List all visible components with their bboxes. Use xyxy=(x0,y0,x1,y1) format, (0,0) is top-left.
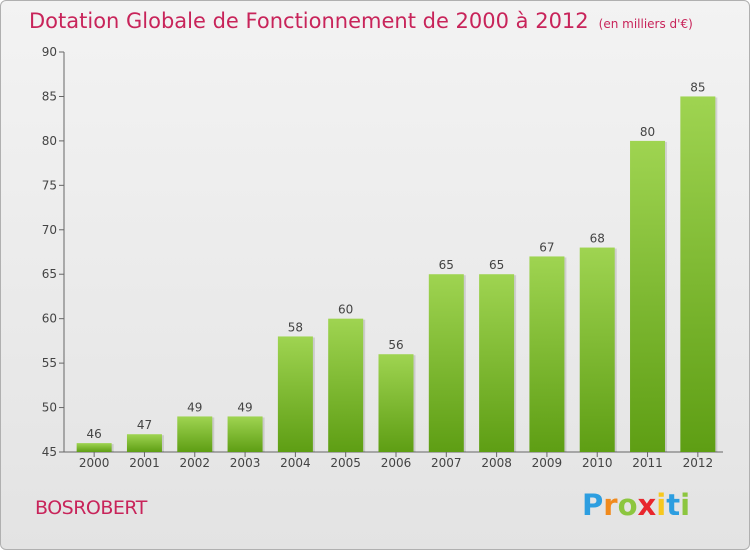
bar xyxy=(227,416,263,452)
bar-value-label: 58 xyxy=(288,320,303,334)
x-tick-label: 2009 xyxy=(532,456,563,470)
y-tick-label: 65 xyxy=(42,267,57,281)
logo-letter: P xyxy=(582,488,604,522)
x-tick-label: 2006 xyxy=(381,456,412,470)
bar-value-label: 85 xyxy=(690,80,705,94)
bar-value-label: 49 xyxy=(237,400,252,414)
chart-title-text: Dotation Globale de Fonctionnement de 20… xyxy=(29,9,589,33)
x-axis: 2000 2001 2002 2003 2004 2005 2006 2007 2008 2009… xyxy=(64,451,723,470)
bar-value-label: 56 xyxy=(388,338,403,352)
y-axis: 45 50 55 60 65 70 75 80 85 90 xyxy=(42,45,65,459)
bars: 46 47 49 49 58 60 56 65 65 67 68 80 85 xyxy=(76,80,718,452)
bar xyxy=(277,336,313,452)
x-tick-label: 2007 xyxy=(431,456,462,470)
logo-letter: o xyxy=(617,488,638,522)
bar xyxy=(479,274,515,452)
bar xyxy=(428,274,464,452)
x-tick-label: 2010 xyxy=(582,456,613,470)
y-tick-label: 50 xyxy=(42,401,57,415)
bar-value-label: 68 xyxy=(590,232,605,246)
y-tick-label: 80 xyxy=(42,134,57,148)
chart-title: Dotation Globale de Fonctionnement de 20… xyxy=(29,9,693,33)
bar xyxy=(579,247,615,452)
x-tick-label: 2001 xyxy=(129,456,160,470)
bar-value-label: 49 xyxy=(187,400,202,414)
bar xyxy=(177,416,213,452)
y-tick-label: 55 xyxy=(42,356,57,370)
bar xyxy=(328,318,364,452)
y-tick-label: 70 xyxy=(42,223,57,237)
unit-label: (en milliers d'€) xyxy=(598,17,693,31)
y-tick-label: 85 xyxy=(42,89,57,103)
x-tick-label: 2008 xyxy=(481,456,512,470)
logo-letter: i xyxy=(656,488,667,522)
y-tick-label: 45 xyxy=(42,445,57,459)
bar xyxy=(378,354,414,452)
y-tick-label: 75 xyxy=(42,178,57,192)
x-tick-label: 2000 xyxy=(79,456,110,470)
bar-value-label: 60 xyxy=(338,303,353,317)
bar xyxy=(680,96,716,452)
x-tick-label: 2002 xyxy=(179,456,210,470)
logo-letter: x xyxy=(637,488,657,522)
proxiti-logo: Proxiti xyxy=(582,488,690,522)
x-tick-label: 2012 xyxy=(683,456,714,470)
bar-value-label: 47 xyxy=(137,418,152,432)
bar xyxy=(529,256,565,452)
x-tick-label: 2003 xyxy=(230,456,261,470)
bar-value-label: 80 xyxy=(640,125,655,139)
bar-value-label: 65 xyxy=(489,258,504,272)
commune-name: BOSROBERT xyxy=(35,497,147,519)
bar xyxy=(126,434,162,452)
y-tick-label: 90 xyxy=(42,45,57,59)
bar-value-label: 65 xyxy=(439,258,454,272)
bar xyxy=(76,443,112,452)
bar-value-label: 67 xyxy=(539,240,554,254)
bar xyxy=(630,140,666,452)
x-tick-label: 2011 xyxy=(632,456,663,470)
logo-letter: i xyxy=(680,488,691,522)
x-tick-label: 2005 xyxy=(330,456,361,470)
x-tick-label: 2004 xyxy=(280,456,311,470)
bar-value-label: 46 xyxy=(87,427,102,441)
logo-letter: r xyxy=(603,488,618,522)
logo-letter: t xyxy=(666,488,681,522)
y-tick-label: 60 xyxy=(42,312,57,326)
